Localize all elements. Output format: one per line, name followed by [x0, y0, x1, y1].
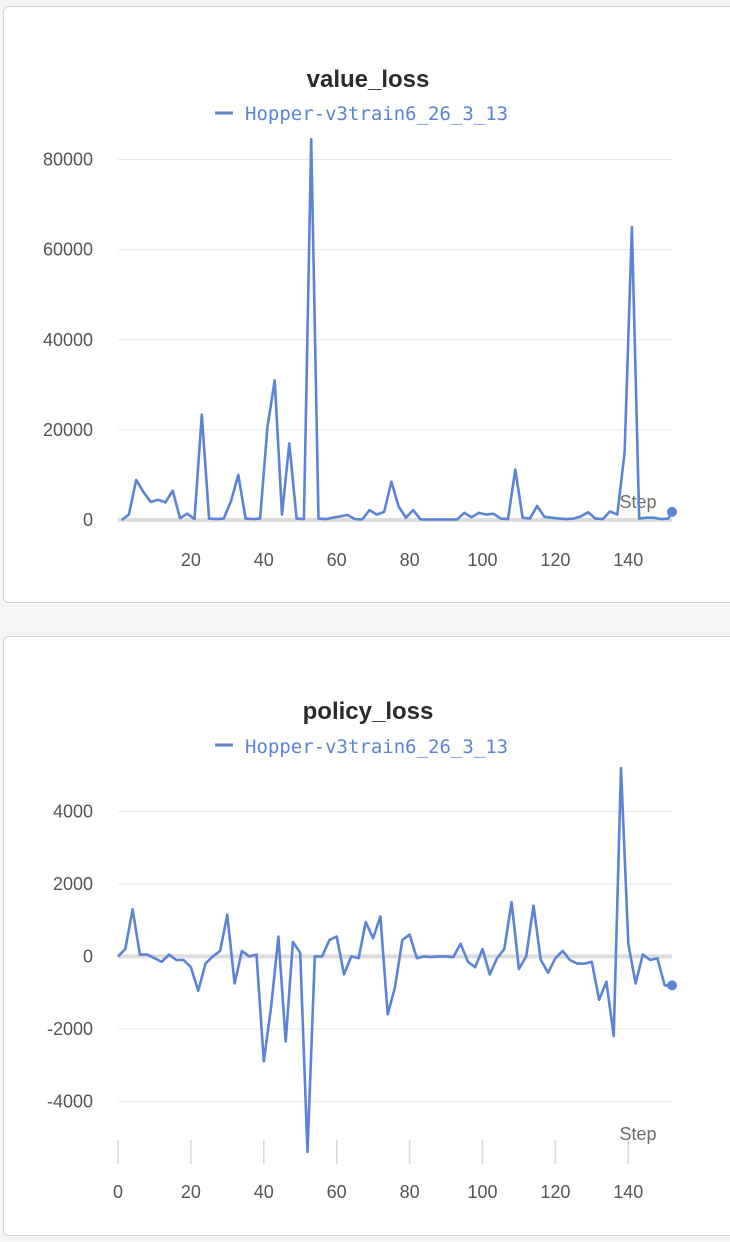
legend-label[interactable]: Hopper-v3train6_26_3_13 — [245, 736, 508, 758]
x-tick-label: 20 — [181, 550, 201, 570]
x-tick-label: 120 — [540, 1182, 570, 1202]
x-tick-label: 60 — [327, 1182, 347, 1202]
x-axis-label: Step — [619, 1124, 656, 1144]
chart-panel-policy-loss — [3, 636, 730, 1236]
series-line[interactable] — [120, 138, 674, 522]
y-tick-label: 60000 — [43, 240, 93, 260]
y-tick-label: 80000 — [43, 150, 93, 170]
series-end-point[interactable] — [667, 506, 677, 517]
x-tick-label: 80 — [400, 550, 420, 570]
x-tick-label: 100 — [467, 550, 497, 570]
x-tick-label: 140 — [613, 1182, 643, 1202]
x-tick-label: 140 — [613, 550, 643, 570]
series-end-point[interactable] — [667, 980, 677, 991]
chart-panel-value-loss — [3, 6, 730, 603]
y-tick-label: 40000 — [43, 330, 93, 350]
x-tick-label: 100 — [467, 1182, 497, 1202]
y-tick-label: 20000 — [43, 420, 93, 440]
x-tick-label: 60 — [327, 550, 347, 570]
series-line[interactable] — [117, 766, 672, 1154]
legend-label[interactable]: Hopper-v3train6_26_3_13 — [245, 103, 508, 125]
x-tick-label: 40 — [254, 550, 274, 570]
y-tick-label: 0 — [83, 946, 93, 966]
y-tick-label: 4000 — [53, 801, 93, 821]
y-tick-label: 0 — [83, 510, 93, 530]
x-tick-label: 120 — [540, 550, 570, 570]
x-tick-label: 40 — [254, 1182, 274, 1202]
x-tick-label: 80 — [400, 1182, 420, 1202]
y-tick-label: -2000 — [47, 1019, 93, 1039]
chart-title: value_loss — [307, 66, 430, 93]
y-tick-label: 2000 — [53, 874, 93, 894]
y-tick-label: -4000 — [47, 1091, 93, 1111]
chart-title: policy_loss — [303, 698, 434, 725]
x-tick-label: 0 — [113, 1182, 123, 1202]
x-tick-label: 20 — [181, 1182, 201, 1202]
